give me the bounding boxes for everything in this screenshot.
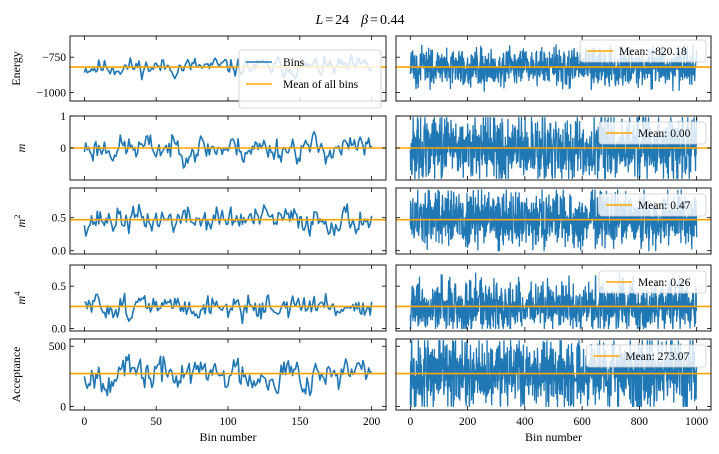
legend-mean-label: Mean: 0.00 — [638, 128, 691, 140]
panel-r4-c0: 0 50 100 150 200 500 0 Acceptance Bin number — [9, 338, 387, 444]
bins-series-line — [409, 189, 698, 252]
panel-r1-c1: Mean: 0.00 — [395, 115, 712, 181]
x-tick-label: 200 — [363, 416, 381, 428]
y-axis-label: m — [14, 143, 28, 152]
legend: Bins Mean of all bins — [238, 49, 382, 109]
axes-frame — [395, 338, 712, 411]
bins-series-line — [83, 131, 373, 169]
bins-series-line — [84, 292, 373, 325]
panel-r0-c1: Mean: -820.18 — [395, 35, 712, 102]
y-tick-label: 0 — [60, 143, 66, 155]
y-tick-label: 0.0 — [52, 323, 67, 335]
y-tick-label: 0 — [60, 401, 66, 413]
x-tick-label: 0 — [81, 416, 87, 428]
x-tick-label: 400 — [516, 416, 534, 428]
legend-box — [598, 270, 707, 294]
title-beta-value: 0.44 — [380, 13, 405, 28]
x-tick-label: 50 — [150, 416, 162, 428]
y-axis-label: m2 — [12, 215, 28, 228]
y-axis-label: m4 — [12, 291, 28, 305]
y-tick-label: 0.5 — [52, 281, 67, 293]
legend: Mean: 273.07 — [586, 344, 707, 368]
y-axis-label: Energy — [9, 51, 23, 85]
bins-series-line — [409, 340, 698, 408]
axes-frame — [69, 264, 387, 332]
x-axis-label: Bin number — [200, 430, 257, 444]
y-tick-label: −750 — [42, 52, 66, 64]
legend-mean-label: Mean: 273.07 — [625, 351, 689, 363]
y-tick-label: 1 — [60, 111, 66, 123]
y-axis-label: Acceptance — [9, 347, 23, 403]
y-tick-label: 0.5 — [52, 213, 67, 225]
axes-frame — [395, 264, 712, 332]
figure-title: L = 24 β = 0.44 — [314, 13, 404, 28]
axes-frame — [395, 187, 712, 255]
title-l-symbol: L — [314, 13, 323, 28]
panel-r3-c0: 0.5 0.0 m4 — [12, 264, 387, 335]
panel-grid: −750 −1000 Energy Bins Mean of all bins Mean:… — [9, 35, 712, 444]
panel-r2-c0: 0.5 0.0 m2 — [12, 187, 387, 258]
bins-series-line — [409, 116, 698, 180]
x-axis-label: Bin number — [525, 430, 582, 444]
x-tick-label: 600 — [574, 416, 592, 428]
legend: Mean: 0.26 — [598, 270, 707, 294]
legend-bins-label: Bins — [283, 57, 305, 69]
legend-mean-label: Mean: 0.47 — [638, 200, 691, 212]
legend-box — [586, 344, 707, 368]
bins-series-line — [409, 43, 698, 92]
panel-r2-c1: Mean: 0.47 — [395, 187, 712, 255]
x-tick-label: 1000 — [685, 416, 708, 428]
legend-mean-label: Mean: 0.26 — [638, 277, 691, 289]
y-tick-label: −1000 — [37, 88, 67, 100]
axes-frame — [395, 35, 712, 102]
legend-box — [238, 49, 382, 109]
x-tick-label: 150 — [291, 416, 309, 428]
bins-series-line — [409, 272, 698, 330]
title-beta-symbol: β — [360, 13, 368, 28]
panel-r4-c1: 0 200 400 600 800 1000 Bin number Mean: 273.07 — [395, 338, 712, 444]
legend: Mean: -820.18 — [579, 39, 707, 63]
legend-mean-label: Mean of all bins — [283, 79, 359, 91]
y-tick-label: 500 — [49, 341, 67, 353]
legend: Mean: 0.47 — [598, 193, 707, 217]
title-l-value: 24 — [335, 13, 349, 28]
x-tick-label: 100 — [219, 416, 237, 428]
legend: Mean: 0.00 — [598, 121, 707, 145]
x-tick-label: 800 — [631, 416, 649, 428]
bins-series-line — [83, 203, 373, 238]
y-tick-label: 0.0 — [52, 246, 67, 258]
panel-r1-c0: 1 0 m — [14, 111, 387, 181]
legend-box — [598, 121, 707, 145]
legend-box — [579, 39, 707, 63]
legend-box — [598, 193, 707, 217]
x-tick-label: 0 — [407, 416, 413, 428]
bins-series-line — [83, 353, 373, 397]
x-tick-label: 200 — [459, 416, 477, 428]
panel-r0-c0: −750 −1000 Energy Bins Mean of all bins — [9, 35, 387, 109]
legend-mean-label: Mean: -820.18 — [619, 46, 687, 58]
panel-r3-c1: Mean: 0.26 — [395, 264, 712, 332]
